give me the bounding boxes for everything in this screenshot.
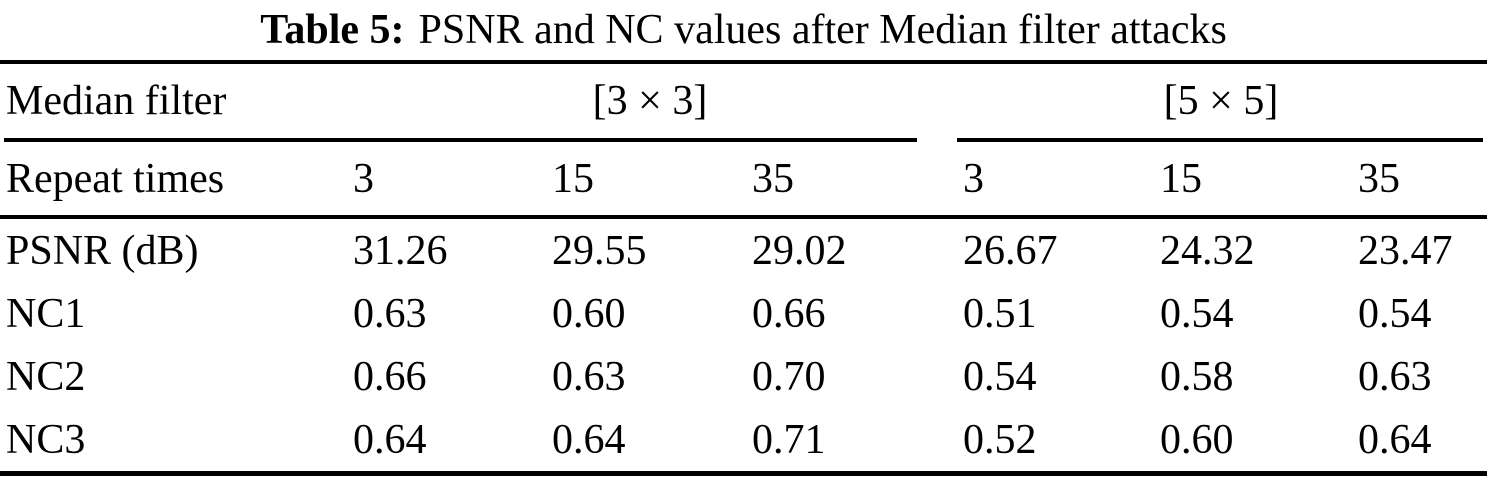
table-caption: Table 5: PSNR and NC values after Median… — [0, 0, 1487, 60]
cell: 0.66 — [752, 290, 826, 337]
cell: 0.51 — [963, 290, 1037, 337]
cell: 0.52 — [963, 416, 1037, 463]
row-label: PSNR (dB) — [6, 227, 199, 274]
data-table: Median filter [3 × 3] [5 × 5] Repeat tim… — [0, 60, 1487, 476]
cell: 26.67 — [963, 227, 1058, 274]
sub-header-col: 15 — [1160, 155, 1202, 202]
cell: 0.60 — [1160, 416, 1234, 463]
group-header-5x5: [5 × 5] — [1163, 78, 1279, 124]
table-caption-number: Table 5: — [260, 7, 405, 53]
cell: 0.71 — [752, 416, 826, 463]
group-header-row-label: Median filter — [6, 78, 227, 124]
cell: 0.64 — [552, 416, 626, 463]
table-row-nc3: NC3 0.64 0.64 0.71 0.52 0.60 0.64 — [0, 408, 1487, 471]
cell: 0.70 — [752, 353, 826, 400]
cell: 0.54 — [963, 353, 1037, 400]
row-label: NC2 — [6, 353, 86, 400]
group-header-3x3: [3 × 3] — [592, 78, 708, 124]
cell: 24.32 — [1160, 227, 1255, 274]
cell: 0.64 — [353, 416, 427, 463]
cell: 31.26 — [353, 227, 448, 274]
sub-header-row-label: Repeat times — [6, 155, 225, 202]
row-label: NC3 — [6, 416, 86, 463]
cell: 0.54 — [1160, 290, 1234, 337]
cell: 0.60 — [552, 290, 626, 337]
sub-header-col: 15 — [552, 155, 594, 202]
group-header-row: Median filter [3 × 3] [5 × 5] — [0, 64, 1487, 138]
cmidrule-right — [957, 138, 1483, 142]
cell: 29.02 — [752, 227, 847, 274]
cell: 0.58 — [1160, 353, 1234, 400]
cell: 0.64 — [1358, 416, 1432, 463]
table-row-nc1: NC1 0.63 0.60 0.66 0.51 0.54 0.54 — [0, 282, 1487, 345]
cell: 29.55 — [552, 227, 647, 274]
sub-header-col: 35 — [752, 155, 794, 202]
sub-header-col: 3 — [963, 155, 984, 202]
table-row-psnr: PSNR (dB) 31.26 29.55 29.02 26.67 24.32 … — [0, 219, 1487, 282]
cell: 0.63 — [353, 290, 427, 337]
cell: 23.47 — [1358, 227, 1453, 274]
sub-header-col: 35 — [1358, 155, 1400, 202]
group-header-rules — [0, 138, 1487, 142]
cmidrule-left — [4, 138, 917, 142]
sub-header-row: Repeat times 3 15 35 3 15 35 — [0, 142, 1487, 219]
table-row-nc2: NC2 0.66 0.63 0.70 0.54 0.58 0.63 — [0, 345, 1487, 408]
table-caption-text: PSNR and NC values after Median filter a… — [418, 7, 1227, 53]
sub-header-col: 3 — [353, 155, 374, 202]
cell: 0.66 — [353, 353, 427, 400]
cell: 0.63 — [552, 353, 626, 400]
cell: 0.63 — [1358, 353, 1432, 400]
cell: 0.54 — [1358, 290, 1432, 337]
row-label: NC1 — [6, 290, 86, 337]
